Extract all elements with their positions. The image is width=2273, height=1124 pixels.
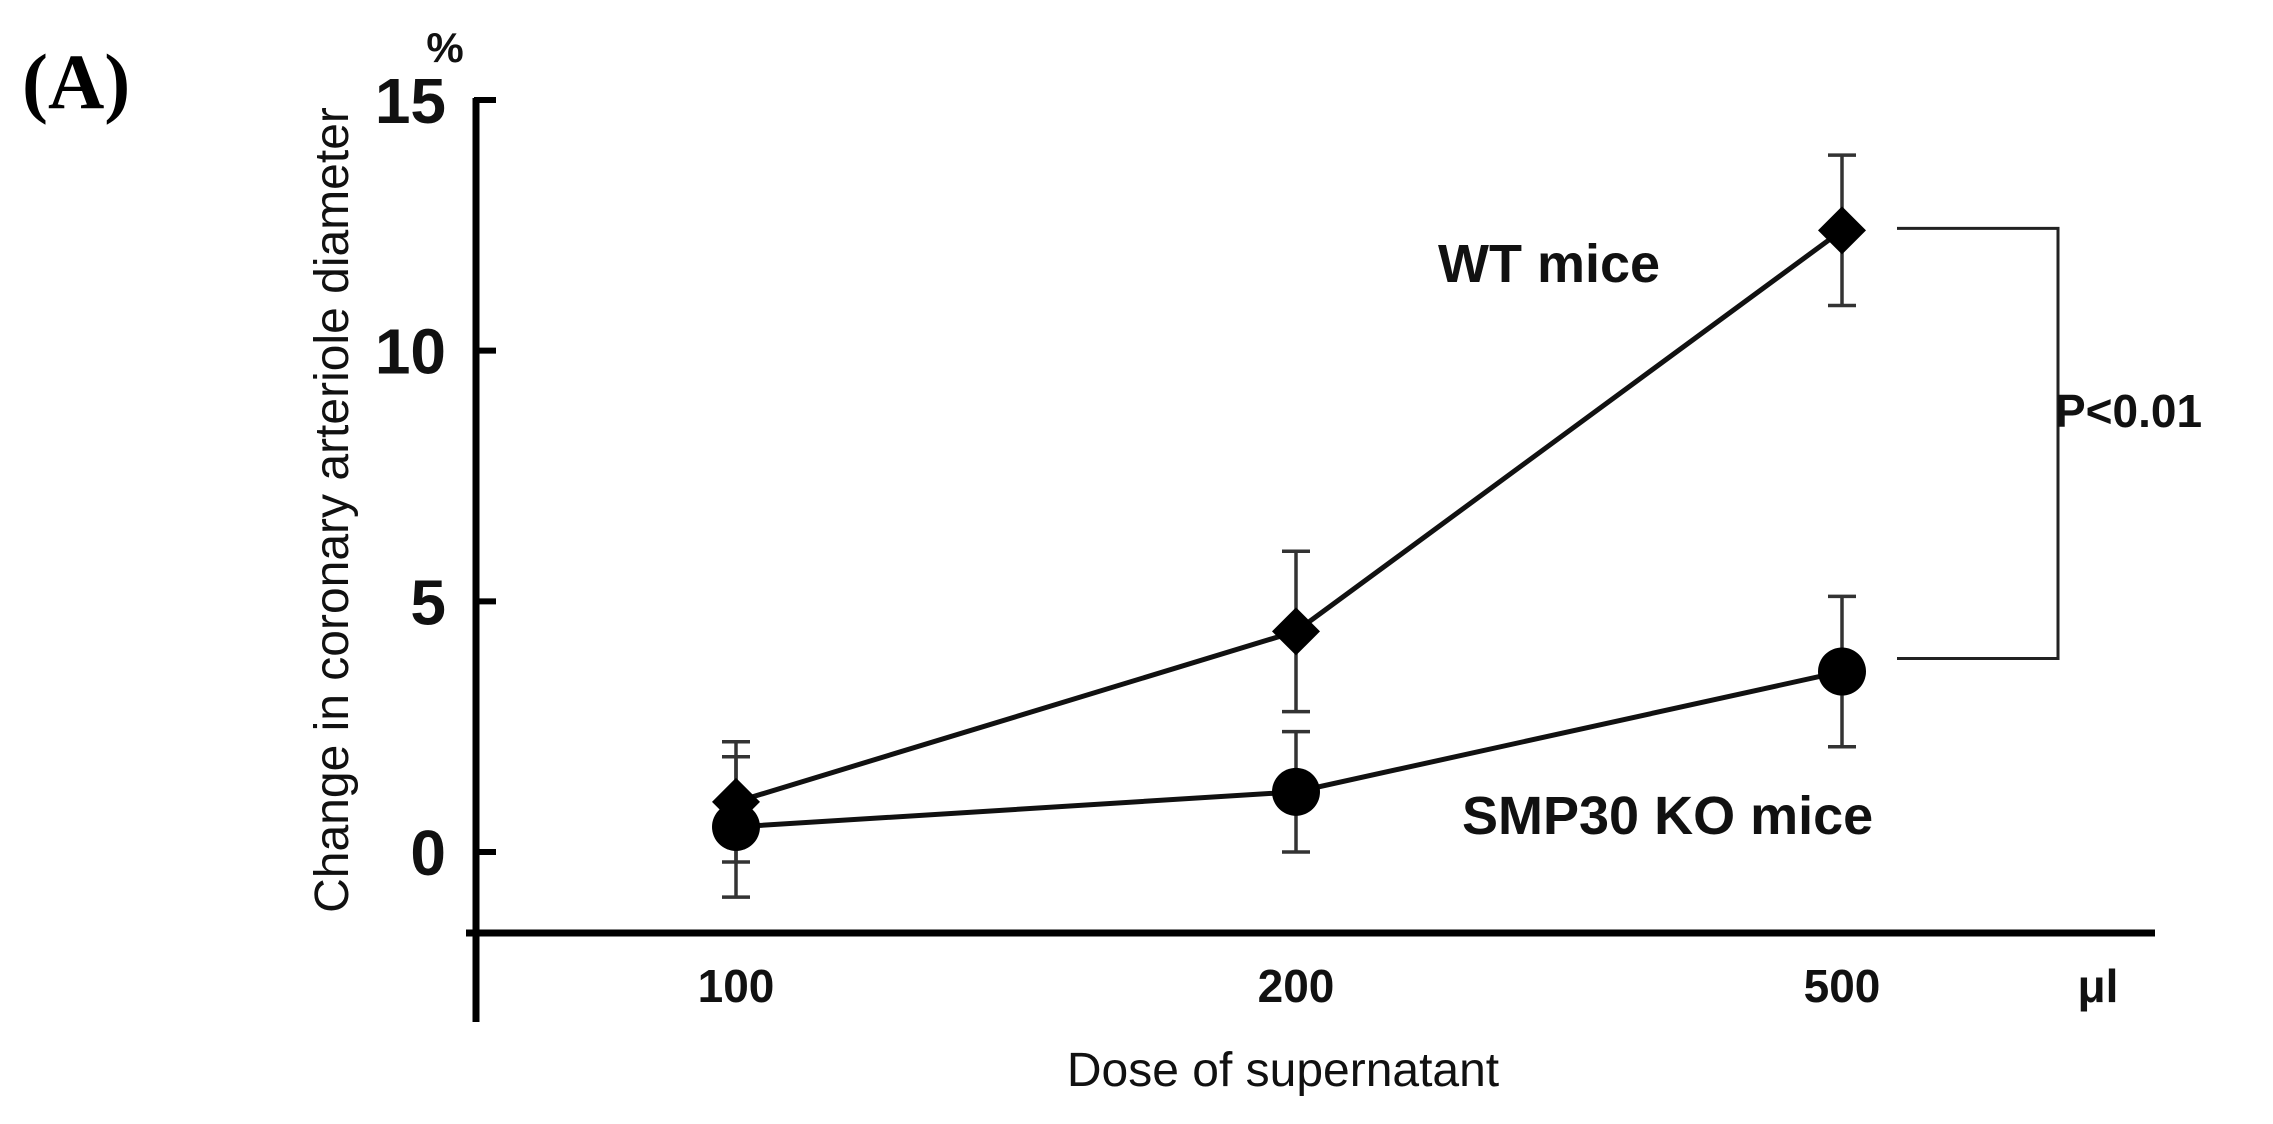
y-axis-label: Change in coronary arteriole diameter (306, 107, 359, 913)
series-line (735, 228, 1844, 805)
x-tick-label: 200 (1258, 960, 1335, 1012)
bracket-line (1897, 226, 2060, 661)
series-label-wt: WT mice (1438, 234, 1660, 294)
data-point-circle (712, 802, 760, 851)
p-value-annotation: P<0.01 (2055, 385, 2202, 437)
panel-label: (A) (22, 38, 130, 125)
x-unit-label: μl (2078, 960, 2119, 1012)
x-tick-label: 500 (1804, 960, 1881, 1012)
y-tick-label: 5 (410, 566, 446, 638)
y-tick-label: 0 (410, 817, 446, 889)
data-point-diamond (1818, 206, 1866, 255)
axes (466, 98, 2155, 1022)
series-layer (712, 153, 1866, 899)
y-unit-label: % (426, 24, 463, 71)
data-point-circle (1272, 767, 1320, 816)
x-axis-label: Dose of supernatant (1067, 1044, 1499, 1097)
y-tick-label: 15 (375, 65, 446, 137)
x-tick-label: 100 (698, 960, 775, 1012)
y-tick-label: 10 (375, 316, 446, 388)
x-ticks: 100 200 500 (698, 960, 1881, 1012)
data-point-diamond (1272, 607, 1320, 656)
data-point-circle (1818, 647, 1866, 696)
significance-bracket (1897, 226, 2060, 661)
y-ticks: 0 5 10 15 (375, 65, 496, 889)
series-label-ko: SMP30 KO mice (1462, 786, 1873, 846)
